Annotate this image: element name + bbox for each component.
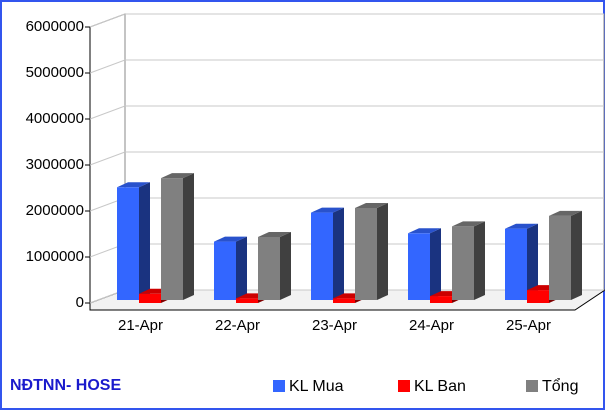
bar-side: [430, 228, 441, 300]
bar: [117, 187, 139, 300]
grid-line: [89, 59, 126, 74]
y-tick-label: 2000000: [26, 202, 84, 219]
bar-side: [333, 207, 344, 300]
grid-line: [89, 105, 126, 120]
bar-side: [183, 173, 194, 300]
bar-top: [214, 236, 247, 242]
legend-swatch: [526, 380, 538, 392]
bar-side: [236, 236, 247, 300]
bar-top: [311, 207, 344, 213]
bar: [549, 215, 571, 300]
bar-side: [139, 182, 150, 300]
grid-line: [89, 13, 126, 28]
bar: [214, 241, 236, 300]
y-tick-label: 6000000: [26, 18, 84, 35]
bar-top: [505, 223, 538, 229]
bar: [333, 298, 355, 303]
bar-top: [408, 228, 441, 234]
bar: [236, 298, 258, 303]
y-tick-label: 3000000: [26, 156, 84, 173]
bar: [505, 228, 527, 300]
bar-top: [549, 210, 582, 216]
legend-label: KL Ban: [414, 378, 466, 395]
x-tick-label: 23-Apr: [312, 317, 357, 334]
x-tick-label: 21-Apr: [118, 317, 163, 334]
bar: [430, 296, 452, 303]
bar-side: [377, 203, 388, 300]
bar: [452, 226, 474, 300]
x-tick-label: 25-Apr: [506, 317, 551, 334]
legend-swatch: [273, 380, 285, 392]
bar-top: [161, 173, 194, 179]
y-tick-label: 0: [76, 294, 84, 311]
y-tick-label: 4000000: [26, 110, 84, 127]
bar-side: [280, 231, 291, 300]
bar-top: [117, 182, 150, 188]
bar: [355, 208, 377, 300]
y-tick-label: 5000000: [26, 64, 84, 81]
bar: [161, 178, 183, 300]
bar: [258, 236, 280, 300]
x-tick-label: 22-Apr: [215, 317, 260, 334]
legend-label: Tổng: [542, 377, 578, 395]
bar-top: [452, 221, 485, 227]
bar-side: [571, 210, 582, 300]
chart-title: NĐTNN- HOSE: [10, 377, 121, 394]
legend-swatch: [398, 380, 410, 392]
grid-line: [89, 151, 126, 166]
bar-side: [527, 223, 538, 300]
bar: [139, 293, 161, 303]
legend-label: KL Mua: [289, 378, 344, 395]
bar-top: [355, 203, 388, 208]
bar-top: [258, 231, 291, 237]
bar-side: [474, 221, 485, 300]
y-tick-label: 1000000: [26, 248, 84, 265]
bar: [527, 290, 549, 303]
bar: [311, 212, 333, 300]
bar: [408, 233, 430, 300]
x-tick-label: 24-Apr: [409, 317, 454, 334]
